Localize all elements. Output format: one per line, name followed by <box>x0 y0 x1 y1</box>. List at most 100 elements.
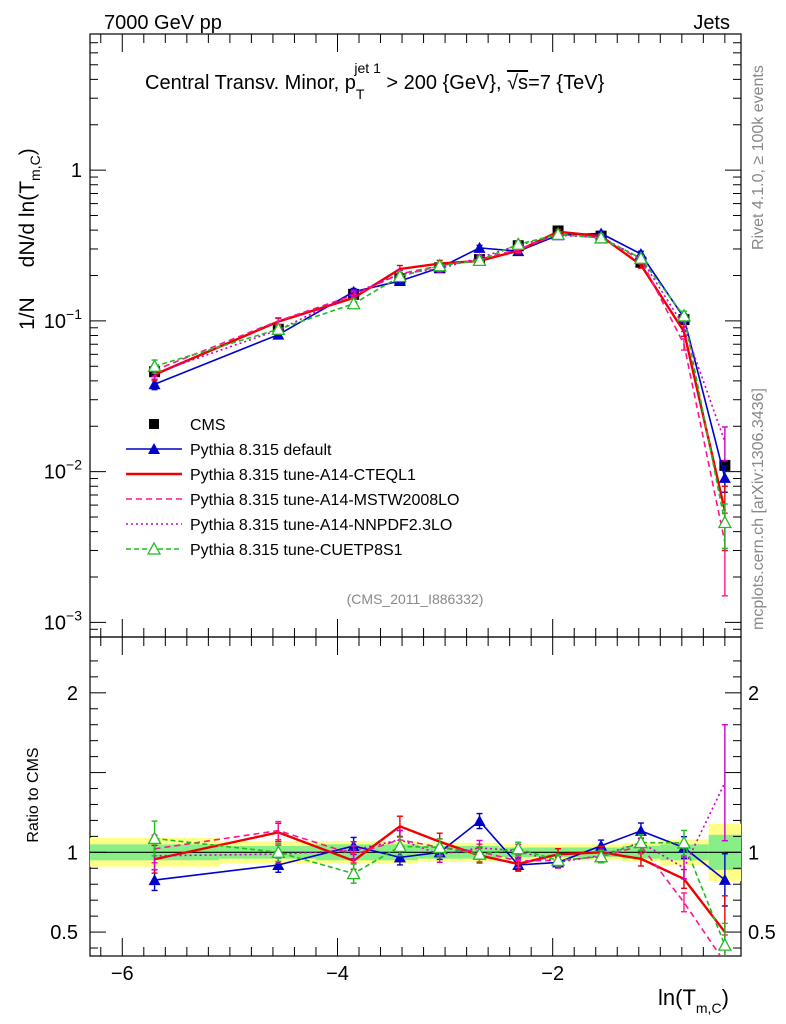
mc-line-1 <box>154 230 727 512</box>
mc-marker-4 <box>511 236 526 250</box>
title-part3: =7 {TeV} <box>528 72 605 94</box>
y-axis-label: 1/N dN/d ln(Tm,C) <box>16 148 43 330</box>
title-sup: jet 1 <box>353 60 381 76</box>
ratio-marker-0 <box>148 874 161 886</box>
ratio-marker-4 <box>346 866 361 880</box>
title-text: Central Transv. Minor, pTjet 1 > 200 {Ge… <box>145 60 605 102</box>
ratio-marker-4 <box>392 839 407 853</box>
y-tick-exp: −3 <box>66 607 82 623</box>
y-tick-label: 10−2 <box>44 457 82 484</box>
ratio-marker-0 <box>272 859 285 871</box>
mc-line-3 <box>154 234 726 442</box>
mc-marker-4 <box>717 515 732 529</box>
ratio-ylabel: Ratio to CMS <box>25 747 42 842</box>
mc-marker-0 <box>148 378 161 390</box>
ratio-tick-label-left: 0.5 <box>50 922 78 944</box>
mc-marker-4 <box>676 308 692 322</box>
ylabel-main: dN/d ln(T <box>16 181 39 268</box>
x-tick-label: −6 <box>111 963 134 985</box>
ratio-marker-4 <box>271 844 286 858</box>
header-left: 7000 GeV pp <box>104 12 222 34</box>
legend-marker-cms <box>149 419 159 429</box>
mc-marker-4 <box>346 296 361 310</box>
ratio-frame <box>89 636 742 957</box>
ratio-tick-label-right: 2 <box>748 683 759 705</box>
ylabel-close: ) <box>16 148 39 155</box>
main-panel: 110−110−210−3 <box>44 33 742 638</box>
mc-marker-4 <box>147 358 162 372</box>
main-frame <box>89 33 742 638</box>
ratio-marker-0 <box>718 873 731 885</box>
legend-label-3: Pythia 8.315 tune-A14-NNPDF2.3LO <box>190 517 452 534</box>
ratio-tick-label-left: 1 <box>67 842 78 864</box>
ylabel-prefix: 1/N <box>16 297 39 330</box>
title-sqrt: √s <box>507 72 528 94</box>
legend-label-cms: CMS <box>190 417 226 434</box>
ratio-marker-0 <box>634 824 647 836</box>
ratio-tick-label-right: 1 <box>748 842 759 864</box>
plot-title: Central Transv. Minor, pTjet 1 > 200 {Ge… <box>145 60 605 102</box>
ylabel-text: 1/N dN/d ln(Tm,C) <box>16 148 43 330</box>
legend-marker-0 <box>148 443 160 454</box>
mc-marker-4 <box>472 253 487 267</box>
header-right: Jets <box>693 12 730 34</box>
ratio-line-1 <box>154 824 726 933</box>
legend-label-0: Pythia 8.315 default <box>190 442 332 459</box>
mc-marker-4 <box>594 230 609 244</box>
legend: CMS Pythia 8.315 default Pythia 8.315 tune… <box>126 417 459 559</box>
ratio-line-4 <box>154 837 726 946</box>
mc-marker-0 <box>718 471 731 483</box>
xlabel-close: ) <box>722 985 729 1010</box>
ratio-marker-4 <box>472 846 487 860</box>
ratio-marker-4 <box>594 849 609 863</box>
y-tick-exp: −2 <box>66 457 82 473</box>
mc-line-2 <box>154 233 726 543</box>
mc-marker-4 <box>550 226 566 241</box>
ratio-marker-0 <box>595 839 608 851</box>
legend-label-4: Pythia 8.315 tune-CUETP8S1 <box>190 542 403 559</box>
xlabel-sub: m,C <box>696 1000 722 1016</box>
legend-label-1: Pythia 8.315 tune-A14-CTEQL1 <box>190 467 416 484</box>
rivet-label: Rivet 4.1.0, ≥ 100k events <box>750 65 767 250</box>
title-sub: T <box>356 86 365 102</box>
ratio-line-0 <box>154 819 726 881</box>
ratio-tick-label-right: 0.5 <box>748 922 776 944</box>
ratio-marker-0 <box>393 851 406 863</box>
y-tick-base: 10 <box>44 612 66 634</box>
mc-marker-4 <box>271 321 286 335</box>
x-axis-label: ln(Tm,C) <box>658 985 729 1016</box>
ratio-series-group <box>147 724 732 956</box>
x-tick-label: −4 <box>326 963 349 985</box>
analysis-tag: (CMS_2011_I886332) <box>347 591 484 607</box>
legend-marker-4 <box>146 541 162 555</box>
y-tick-base: 10 <box>44 462 66 484</box>
x-tick-label: −2 <box>541 963 564 985</box>
ratio-marker-4 <box>717 937 732 951</box>
ratio-marker-4 <box>511 841 526 855</box>
mc-marker-4 <box>633 250 649 264</box>
y-tick-label: 1 <box>71 160 82 182</box>
y-tick-base: 1 <box>71 160 82 182</box>
ratio-marker-4 <box>676 835 692 849</box>
mc-marker-4 <box>432 258 447 272</box>
ratio-marker-4 <box>633 835 649 849</box>
y-tick-label: 10−1 <box>44 306 82 333</box>
ratio-line-3 <box>154 782 726 870</box>
title-part1: Central Transv. Minor, p <box>145 72 356 94</box>
ratio-marker-4 <box>432 840 447 854</box>
ratio-panel: 0.5 0.5 1 1 2 2 −6 −4 −2 <box>50 636 776 985</box>
ylabel-sub: m,C <box>27 155 43 181</box>
xlabel-main: ln(T <box>658 985 696 1010</box>
y-tick-base: 10 <box>44 311 66 333</box>
y-tick-label: 10−3 <box>44 607 82 634</box>
legend-label-2: Pythia 8.315 tune-A14-MSTW2008LO <box>190 492 459 509</box>
ratio-marker-4 <box>147 831 162 845</box>
mcplots-label: mcplots.cern.ch [arXiv:1306.3436] <box>750 388 767 630</box>
y-tick-exp: −1 <box>66 306 82 322</box>
title-part2: > 200 {GeV}, <box>381 72 507 94</box>
ratio-tick-label-left: 2 <box>67 683 78 705</box>
ratio-marker-4 <box>550 853 566 867</box>
mc-line-4 <box>154 233 726 523</box>
mc-marker-4 <box>392 269 407 283</box>
